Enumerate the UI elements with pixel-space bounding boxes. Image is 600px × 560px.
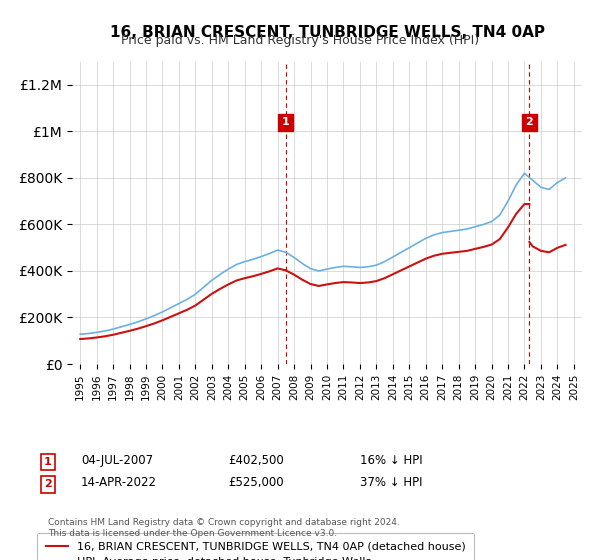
Text: 1: 1 [44,457,52,467]
Legend: 16, BRIAN CRESCENT, TUNBRIDGE WELLS, TN4 0AP (detached house), HPI: Average pric: 16, BRIAN CRESCENT, TUNBRIDGE WELLS, TN4… [37,533,475,560]
Text: 1: 1 [282,117,290,127]
Text: 04-JUL-2007: 04-JUL-2007 [81,454,153,467]
Text: 16% ↓ HPI: 16% ↓ HPI [360,454,422,467]
Text: £525,000: £525,000 [228,476,284,489]
Text: 2: 2 [44,479,52,489]
Text: 14-APR-2022: 14-APR-2022 [81,476,157,489]
Text: 37% ↓ HPI: 37% ↓ HPI [360,476,422,489]
Text: £402,500: £402,500 [228,454,284,467]
Title: 16, BRIAN CRESCENT, TUNBRIDGE WELLS, TN4 0AP: 16, BRIAN CRESCENT, TUNBRIDGE WELLS, TN4… [110,25,545,40]
Text: 2: 2 [526,117,533,127]
Text: Price paid vs. HM Land Registry's House Price Index (HPI): Price paid vs. HM Land Registry's House … [121,34,479,47]
Text: Contains HM Land Registry data © Crown copyright and database right 2024.
This d: Contains HM Land Registry data © Crown c… [48,518,400,538]
